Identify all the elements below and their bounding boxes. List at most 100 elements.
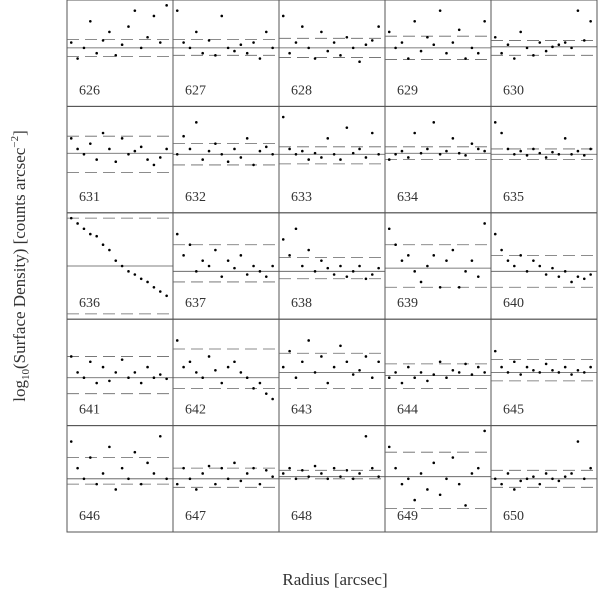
point [114, 160, 118, 164]
point [120, 358, 124, 361]
point [313, 270, 317, 273]
point [95, 482, 98, 486]
point [82, 376, 86, 380]
point [133, 450, 137, 454]
point [457, 151, 461, 155]
point [370, 466, 374, 470]
point [127, 25, 130, 28]
point [394, 243, 397, 247]
point [101, 243, 105, 247]
point [438, 493, 442, 497]
point [419, 49, 423, 53]
point [188, 147, 192, 151]
point [426, 35, 429, 39]
point [570, 373, 573, 376]
point [271, 152, 274, 156]
point [419, 371, 423, 374]
panel-label: 645 [503, 403, 524, 418]
point [264, 275, 268, 278]
point [201, 158, 204, 161]
point [551, 368, 554, 372]
point [133, 9, 137, 12]
point [457, 285, 461, 289]
panel-label: 640 [503, 296, 524, 311]
point [233, 49, 236, 53]
point [470, 142, 474, 145]
point [95, 51, 98, 55]
point [313, 151, 317, 155]
point [457, 28, 461, 32]
point [339, 344, 342, 348]
point [589, 273, 592, 276]
point [89, 19, 92, 23]
point [320, 156, 323, 159]
point [175, 339, 179, 342]
point [301, 25, 304, 28]
point [563, 475, 567, 478]
point [413, 19, 416, 23]
panel-label: 642 [185, 403, 206, 418]
point [214, 54, 217, 57]
panel-label: 631 [79, 190, 100, 205]
point [538, 41, 542, 44]
point [506, 259, 510, 262]
point [120, 137, 124, 140]
point [288, 254, 291, 257]
point [551, 477, 554, 481]
point [339, 54, 342, 57]
point [432, 373, 436, 376]
point [301, 264, 304, 268]
point [114, 371, 118, 374]
point [451, 456, 455, 459]
point [220, 466, 224, 470]
panel-label: 649 [397, 509, 418, 524]
point [445, 259, 448, 262]
panel-label: 636 [79, 296, 100, 311]
point [538, 264, 542, 268]
point [407, 156, 410, 159]
point [245, 273, 249, 276]
point [413, 376, 416, 380]
point [493, 349, 497, 353]
point [513, 264, 516, 268]
point [576, 440, 580, 443]
panel-label: 637 [185, 296, 206, 311]
point [95, 381, 98, 385]
point [358, 368, 361, 372]
panel-label: 646 [79, 509, 100, 524]
point [506, 147, 510, 151]
point [326, 266, 330, 270]
point [519, 373, 522, 376]
point [146, 365, 149, 369]
point [294, 376, 298, 380]
point [407, 254, 410, 257]
point [500, 365, 503, 369]
point [139, 381, 143, 385]
point [89, 232, 92, 236]
point [89, 142, 92, 145]
point [281, 14, 285, 18]
point [400, 381, 404, 385]
point [146, 35, 149, 39]
panel-label: 632 [185, 190, 206, 205]
point [532, 54, 535, 57]
point [233, 360, 236, 364]
point [258, 270, 262, 273]
point [451, 248, 455, 252]
point [582, 154, 586, 157]
point [175, 482, 179, 486]
point [457, 371, 461, 374]
point [345, 126, 349, 129]
point [165, 4, 168, 7]
point [506, 371, 510, 374]
point [570, 280, 573, 284]
point [264, 392, 268, 395]
point [201, 259, 204, 262]
point [320, 259, 323, 262]
point [538, 371, 542, 374]
point [133, 371, 137, 374]
point [288, 51, 291, 55]
point [214, 142, 217, 145]
point [476, 275, 480, 278]
point [394, 46, 397, 50]
